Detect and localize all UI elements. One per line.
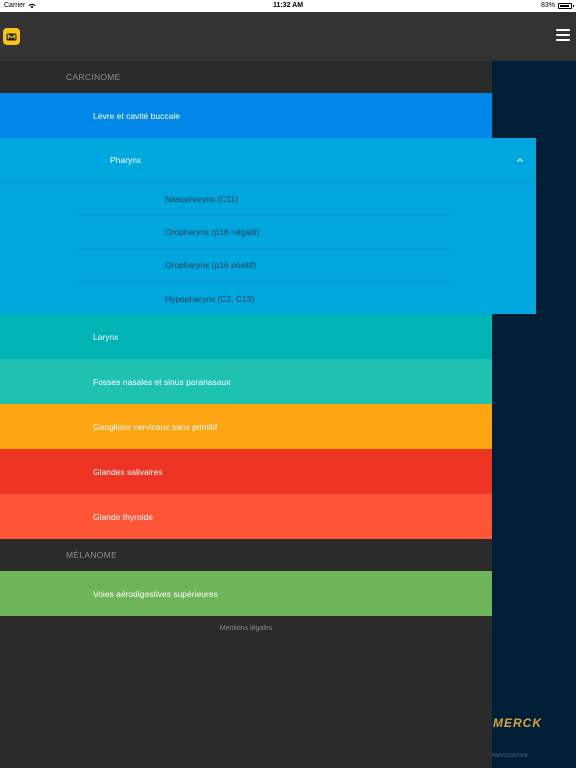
menu-item-glandes-salivaires[interactable]: Glandes salivaires xyxy=(0,449,492,494)
menu-item-glande-thyroide[interactable]: Glande thyroide xyxy=(0,494,492,539)
section-header-carcinome: CARCINOME xyxy=(66,72,121,82)
hamburger-menu-icon[interactable] xyxy=(556,28,570,42)
sub-item-oropharynx-p16-positif[interactable]: Oropharynx (p16 positif) xyxy=(72,249,454,282)
m-logo-icon[interactable] xyxy=(3,28,20,45)
wifi-icon xyxy=(28,3,36,8)
mentions-legales-link[interactable]: Mentions légales xyxy=(219,625,273,632)
sub-item-oropharynx-p16-negatif[interactable]: Oropharynx (p16 négatif) xyxy=(72,216,454,249)
status-bar: Carrier 11:32 AM 83% xyxy=(0,0,576,12)
merck-logo: MERCK xyxy=(493,716,542,730)
menu-item-pharynx[interactable]: Pharynx xyxy=(0,138,536,183)
menu-item-voies-aerodigestives[interactable]: Voies aérodigestives supérieures xyxy=(0,571,492,616)
footer-code: HNS/2018/0308 xyxy=(492,753,528,759)
sub-item-hypopharynx[interactable]: Hypopharynx (C2, C13) xyxy=(165,293,255,304)
battery-icon xyxy=(558,2,574,9)
menu-item-larynx[interactable]: Larynx xyxy=(0,314,492,359)
menu-item-ganglions[interactable]: Ganglions cervicaux sans primitif xyxy=(0,404,492,449)
pharynx-label: Pharynx xyxy=(110,155,142,165)
battery-indicator: 83% xyxy=(540,2,574,9)
menu-panel: CARCINOME Lèvre et cavité buccale Pharyn… xyxy=(0,61,536,768)
carrier-indicator: Carrier xyxy=(4,2,36,9)
battery-percent: 83% xyxy=(540,2,555,9)
sub-item-nasopharynx[interactable]: Nasopharynx (C11) xyxy=(72,183,454,216)
clock: 11:32 AM xyxy=(272,2,304,9)
section-header-melanome: MÉLANOME xyxy=(66,550,118,560)
menu-item-fosses-nasales[interactable]: Fosses nasales et sinus paranasaux xyxy=(0,359,492,404)
carrier-label: Carrier xyxy=(4,2,26,9)
chevron-up-icon[interactable] xyxy=(516,156,524,164)
menu-item-levre[interactable]: Lèvre et cavité buccale xyxy=(0,93,492,138)
pharynx-group: Pharynx Nasopharynx (C11) Oropharynx (p1… xyxy=(0,138,536,314)
nav-bar xyxy=(0,12,576,61)
